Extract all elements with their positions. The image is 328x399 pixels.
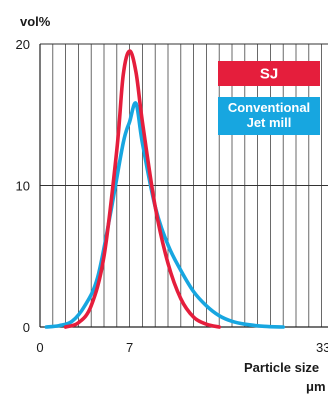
x-axis-title: Particle size [244, 360, 319, 375]
x-tick-label: 33 [316, 340, 328, 355]
legend-label-conventional-jet-mill: Conventional Jet mill [228, 100, 310, 130]
y-tick-label: 0 [23, 320, 30, 335]
x-tick-label: 0 [36, 340, 43, 355]
series-line-conventional-jet-mill [44, 101, 285, 329]
legend-label-line: Conventional [228, 100, 310, 115]
series-layer [44, 49, 285, 329]
x-axis-unit: μm [306, 379, 326, 394]
text-layer: vol% 0 10 20 0 7 33 Particle size μm [16, 14, 328, 394]
y-axis-unit: vol% [20, 14, 51, 29]
legend-swatch-conventional-jet-mill [218, 97, 320, 135]
y-tick-label: 10 [16, 179, 30, 194]
y-tick-label: 20 [16, 37, 30, 52]
legend-label-sj: SJ [260, 66, 278, 83]
legend-label-line: Jet mill [247, 115, 292, 130]
legend-swatch-sj [218, 61, 320, 86]
legend-layer: SJ Conventional Jet mill [218, 61, 320, 135]
x-tick-label: 7 [126, 340, 133, 355]
grid-layer [39, 43, 328, 328]
series-line-sj [63, 49, 221, 329]
